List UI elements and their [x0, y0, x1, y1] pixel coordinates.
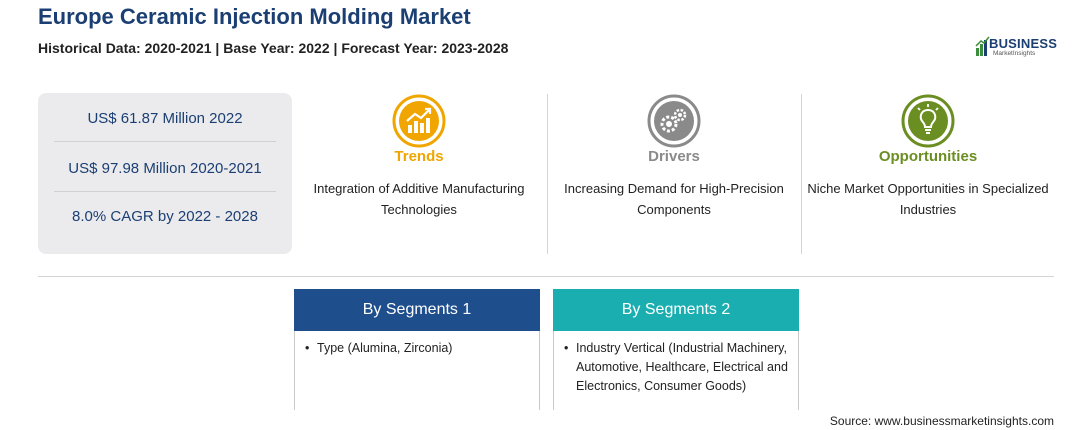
segment-1-header: By Segments 1 [294, 289, 540, 331]
opportunities-title: Opportunities [878, 148, 978, 165]
bullet-icon: • [305, 341, 310, 355]
list-item: Type (Alumina, Zirconia) [317, 341, 453, 355]
stat-market-size-historical: US$ 97.98 Million 2020-2021 [68, 160, 262, 177]
column-divider [547, 94, 548, 254]
page-subtitle: Historical Data: 2020-2021 | Base Year: … [38, 40, 509, 56]
column-divider [801, 94, 802, 254]
opportunities-description: Niche Market Opportunities in Specialize… [807, 181, 1049, 217]
segment-2-header: By Segments 2 [553, 289, 799, 331]
gears-icon [647, 94, 701, 148]
market-stats-panel: US$ 61.87 Million 2022 US$ 97.98 Million… [38, 93, 292, 254]
stat-cagr: 8.0% CAGR by 2022 - 2028 [72, 208, 258, 225]
segment-1-list: • Type (Alumina, Zirconia) [305, 339, 535, 358]
growth-chart-icon [392, 94, 446, 148]
segment-card-2: By Segments 2 • Industry Vertical (Indus… [553, 289, 799, 410]
drivers-description: Increasing Demand for High-Precision Com… [564, 181, 784, 217]
lightbulb-icon [901, 94, 955, 148]
drivers-title: Drivers [648, 148, 700, 165]
source-note: Source: www.businessmarketinsights.com [829, 414, 1054, 428]
logo-mark-icon [975, 36, 990, 56]
stat-divider [54, 141, 276, 142]
section-divider [38, 276, 1054, 277]
stat-divider [54, 191, 276, 192]
stat-market-size-2022: US$ 61.87 Million 2022 [87, 110, 243, 127]
logo-wordmark: BUSINESS [989, 36, 1058, 51]
trends-title: Trends [394, 148, 444, 165]
logo-tagline: MarketInsights [993, 50, 1036, 57]
brand-logo: BUSINESS MarketInsights [975, 36, 1065, 62]
bullet-icon: • [564, 341, 569, 355]
trends-description: Integration of Additive Manufacturing Te… [313, 181, 525, 217]
segment-2-list: • Industry Vertical (Industrial Machiner… [564, 339, 794, 396]
page-title: Europe Ceramic Injection Molding Market [38, 4, 471, 29]
segment-card-1: By Segments 1 • Type (Alumina, Zirconia) [294, 289, 540, 410]
list-item: Industry Vertical (Industrial Machinery,… [576, 341, 788, 393]
